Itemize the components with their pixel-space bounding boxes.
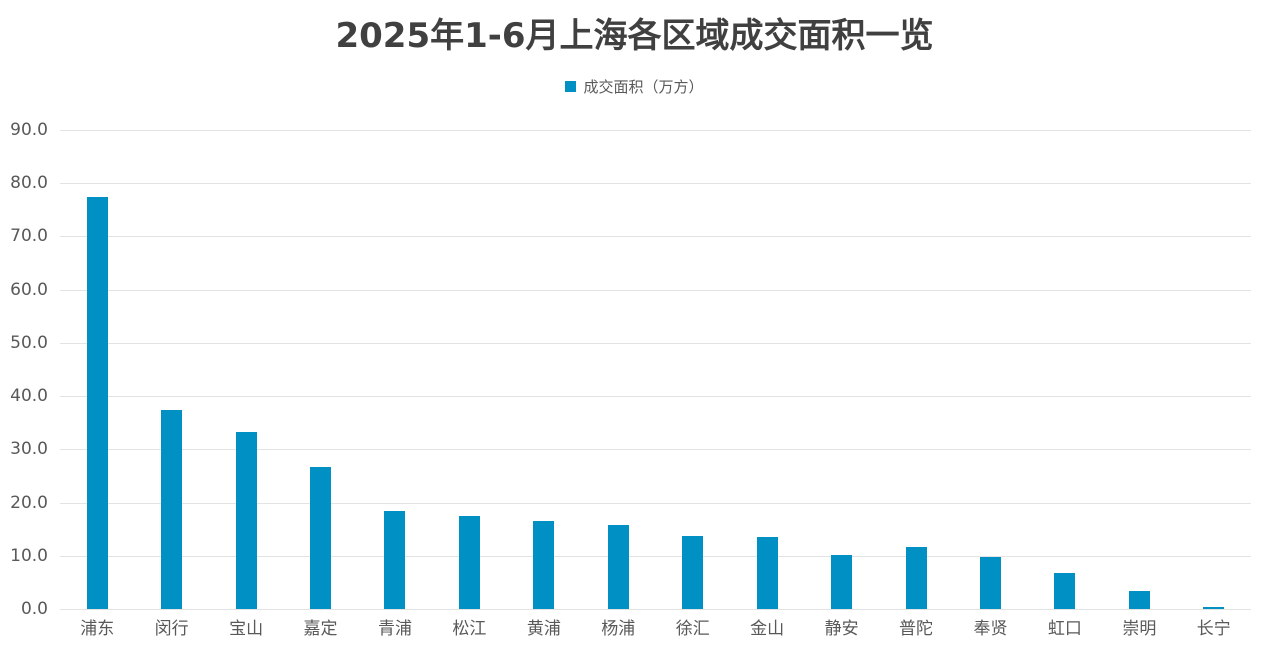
bar[interactable] <box>1128 590 1150 609</box>
y-tick-label: 30.0 <box>10 439 48 460</box>
bar[interactable] <box>682 535 704 609</box>
bar[interactable] <box>533 520 555 609</box>
bar[interactable] <box>905 547 927 609</box>
gridline <box>60 396 1251 398</box>
bar[interactable] <box>756 537 778 609</box>
x-tick-label: 杨浦 <box>601 619 636 639</box>
x-tick-label: 青浦 <box>377 619 412 639</box>
x-tick-label: 崇明 <box>1122 619 1157 639</box>
bar[interactable] <box>384 511 406 609</box>
gridline <box>60 609 1251 610</box>
y-tick-label: 50.0 <box>10 332 48 353</box>
x-tick-label: 徐汇 <box>675 619 710 639</box>
bar[interactable] <box>831 554 853 609</box>
x-tick-label: 闵行 <box>154 619 189 639</box>
bar[interactable] <box>607 525 629 609</box>
chart-title: 2025年1-6月上海各区域成交面积一览 <box>335 16 934 56</box>
x-tick-label: 浦东 <box>80 619 115 639</box>
x-tick-label: 长宁 <box>1196 619 1231 639</box>
y-tick-label: 90.0 <box>10 120 48 140</box>
gridline <box>60 130 1251 131</box>
x-tick-label: 奉贤 <box>973 619 1008 639</box>
legend-swatch-icon <box>565 81 577 92</box>
y-tick-label: 10.0 <box>10 545 48 566</box>
y-tick-label: 70.0 <box>10 226 48 247</box>
x-tick-label: 普陀 <box>899 619 934 639</box>
bar[interactable] <box>235 432 257 609</box>
legend-label: 成交面积（万方） <box>583 78 704 96</box>
bar[interactable] <box>310 467 332 609</box>
bar[interactable] <box>86 197 108 609</box>
y-tick-label: 60.0 <box>10 279 48 300</box>
y-tick-label: 40.0 <box>10 386 48 407</box>
legend: 成交面积（万方） <box>0 76 1269 97</box>
gridline <box>60 183 1251 185</box>
gridline <box>60 555 1251 557</box>
x-tick-label: 金山 <box>750 619 785 639</box>
plot-area <box>60 130 1251 610</box>
x-tick-label: 黄浦 <box>526 619 561 639</box>
x-tick-label: 嘉定 <box>303 619 338 639</box>
bar[interactable] <box>458 516 480 609</box>
gridline <box>60 502 1251 504</box>
y-tick-label: 20.0 <box>10 492 48 513</box>
bar[interactable] <box>1054 573 1076 609</box>
gridline <box>60 342 1251 344</box>
x-tick-label: 松江 <box>452 619 487 639</box>
y-tick-label: 0.0 <box>20 599 48 619</box>
x-tick-label: 虹口 <box>1047 619 1082 639</box>
bar[interactable] <box>161 409 183 609</box>
gridline <box>60 236 1251 238</box>
gridline <box>60 449 1251 451</box>
gridline <box>60 289 1251 291</box>
x-tick-label: 宝山 <box>229 619 264 639</box>
y-tick-label: 80.0 <box>10 173 48 194</box>
bar[interactable] <box>1203 606 1225 609</box>
bar[interactable] <box>979 557 1001 609</box>
x-tick-label: 静安 <box>824 619 859 639</box>
